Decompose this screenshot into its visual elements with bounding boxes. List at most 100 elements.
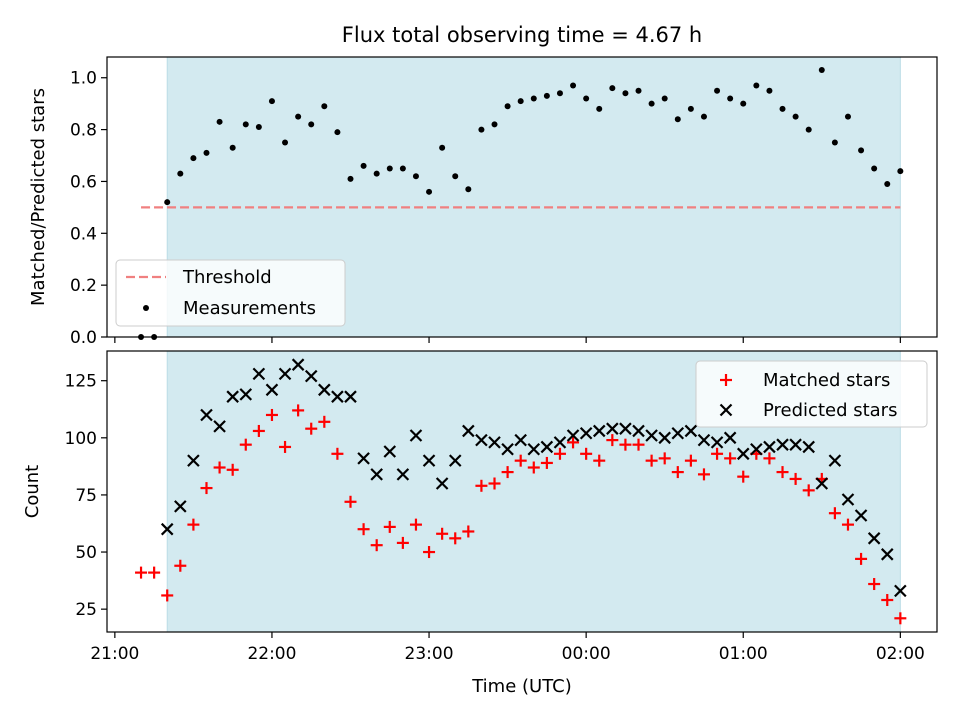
y-tick-label: 100 xyxy=(65,429,97,449)
measurement-point xyxy=(347,175,354,182)
measurement-point xyxy=(648,100,655,107)
matched-point xyxy=(305,422,318,435)
predicted-point xyxy=(448,454,462,467)
measurement-point xyxy=(334,129,341,136)
measurement-point xyxy=(609,85,616,92)
top-y-ticks: 0.0 0.2 0.4 0.6 0.8 1.0 xyxy=(70,69,107,348)
bottom-x-ticks: 21:00 22:00 23:00 00:00 01:00 02:00 xyxy=(90,632,925,664)
measurement-point xyxy=(465,186,472,193)
matched-point xyxy=(828,507,841,520)
y-tick-label: 0.6 xyxy=(70,172,97,192)
predicted-point xyxy=(828,454,842,467)
y-tick-label: 0.0 xyxy=(70,328,97,348)
bottom-plot-frame xyxy=(106,350,938,633)
predicted-point xyxy=(422,454,436,467)
matched-point xyxy=(580,447,593,460)
measurement-point xyxy=(295,113,302,120)
top-x-ticks xyxy=(114,337,901,343)
matched-point xyxy=(239,438,252,451)
predicted-point xyxy=(880,548,894,561)
x-tick-label: 00:00 xyxy=(562,644,611,664)
matched-point xyxy=(711,447,724,460)
measurement-point xyxy=(190,155,197,162)
legend-matched-swatch xyxy=(720,374,732,386)
matched-point xyxy=(763,452,776,465)
matched-point xyxy=(789,472,802,485)
matched-point xyxy=(632,438,645,451)
predicted-point xyxy=(632,424,645,438)
measurement-point xyxy=(687,105,694,112)
measurement-point xyxy=(308,121,315,128)
predicted-point xyxy=(579,426,593,440)
measurement-point xyxy=(399,165,406,172)
matched-point xyxy=(488,477,501,490)
measurement-point xyxy=(596,105,603,112)
measurement-point xyxy=(556,90,563,97)
measurement-point xyxy=(255,124,262,130)
predicted-point xyxy=(684,424,698,438)
matched-point xyxy=(252,424,265,437)
predicted-point xyxy=(357,452,370,465)
matched-point xyxy=(213,461,226,474)
measurement-point xyxy=(583,95,590,102)
top-plot-frame xyxy=(106,56,938,338)
matched-point xyxy=(724,452,737,465)
measurement-point xyxy=(268,98,275,105)
measurement-point xyxy=(570,82,577,89)
measurement-point xyxy=(426,188,433,195)
matched-point xyxy=(423,546,436,559)
measurement-point xyxy=(805,126,812,133)
measurement-point xyxy=(164,199,171,206)
measurement-point xyxy=(897,168,904,175)
predicted-point xyxy=(200,408,213,422)
y-tick-label: 125 xyxy=(65,372,97,392)
predicted-point xyxy=(187,454,200,467)
measurement-point xyxy=(439,144,446,151)
measurement-point xyxy=(504,103,511,110)
measurement-point xyxy=(831,139,838,146)
matched-point xyxy=(226,463,239,476)
x-tick-label: 22:00 xyxy=(247,644,296,664)
matched-point xyxy=(174,559,187,572)
predicted-point xyxy=(462,424,475,438)
matched-point xyxy=(514,454,527,467)
x-tick-label: 01:00 xyxy=(719,644,768,664)
top-marks xyxy=(138,66,904,340)
top-panel: 0.0 0.2 0.4 0.6 0.8 1.0 Matched/Predicted sta… xyxy=(28,56,938,348)
matched-point xyxy=(776,466,789,479)
legend-matched-label: Matched stars xyxy=(763,370,890,391)
predicted-point xyxy=(802,440,815,454)
measurement-point xyxy=(386,165,393,172)
measurement-point xyxy=(635,87,642,94)
legend-threshold-label: Threshold xyxy=(182,267,272,288)
predicted-point xyxy=(553,436,567,449)
matched-point xyxy=(279,440,292,453)
measurement-point xyxy=(844,113,851,120)
predicted-point xyxy=(514,433,527,447)
predicted-point xyxy=(540,440,554,454)
matched-point xyxy=(331,447,344,460)
measurement-point xyxy=(478,126,485,133)
matched-point xyxy=(409,518,422,531)
predicted-point xyxy=(763,440,776,454)
measurement-point xyxy=(661,95,668,102)
y-tick-label: 75 xyxy=(75,486,97,506)
matched-point xyxy=(436,527,449,540)
predicted-point xyxy=(815,477,829,490)
measurement-point xyxy=(412,173,419,180)
matched-point xyxy=(161,589,174,602)
predicted-point xyxy=(174,500,187,513)
bottom-legend: Matched stars Predicted stars xyxy=(695,360,928,428)
legend-measurements-label: Measurements xyxy=(183,298,316,319)
predicted-point xyxy=(776,438,789,451)
measurement-point xyxy=(884,181,891,188)
predicted-point xyxy=(160,522,174,536)
matched-point xyxy=(187,518,200,531)
matched-point xyxy=(396,536,409,549)
matched-point xyxy=(645,454,658,467)
measurement-point xyxy=(727,95,734,102)
measurement-point xyxy=(779,105,786,112)
predicted-point xyxy=(723,431,737,445)
predicted-point xyxy=(252,367,266,381)
legend-predicted-label: Predicted stars xyxy=(763,400,897,421)
